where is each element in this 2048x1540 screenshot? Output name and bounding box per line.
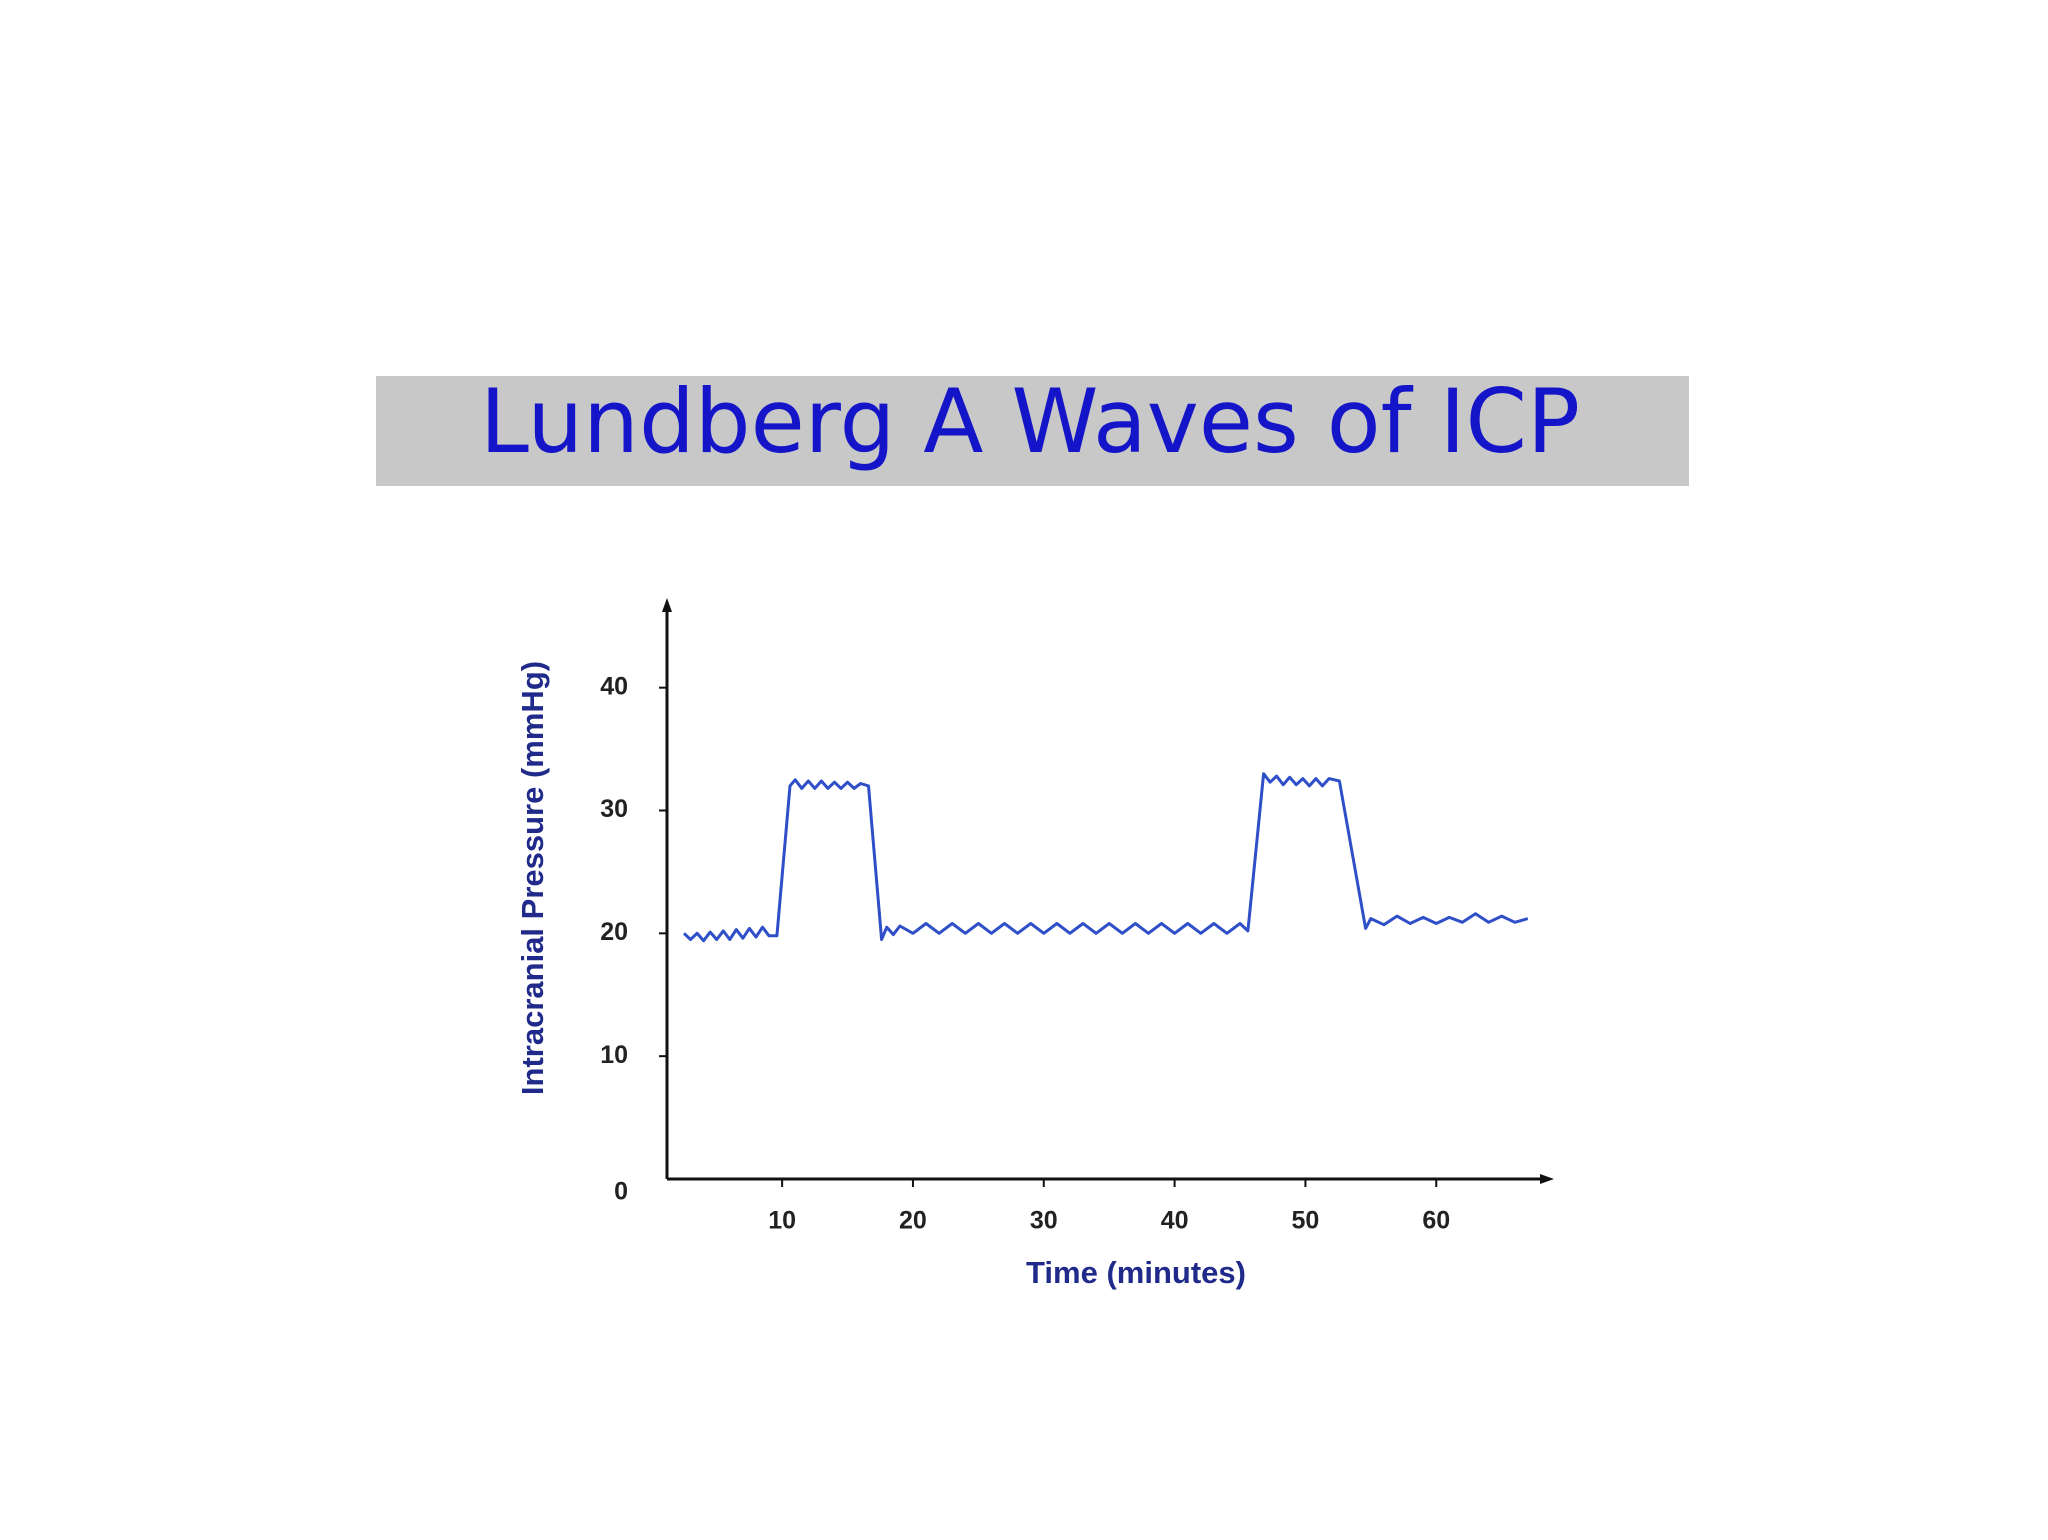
data-line (682, 772, 1529, 943)
x-axis-arrow (1540, 1174, 1554, 1184)
y-tick-label: 40 (600, 672, 628, 700)
y-tick-label: 30 (600, 795, 628, 823)
y-axis-arrow (662, 598, 672, 612)
title-banner (376, 376, 1689, 486)
x-tick-label: 20 (899, 1207, 927, 1235)
y-tick-label: 20 (600, 918, 628, 946)
x-tick-label: 50 (1292, 1207, 1320, 1235)
y-tick-label: 0 (614, 1178, 628, 1206)
y-axis-label: Intracranial Pressure (mmHg) (515, 661, 550, 1095)
x-tick-label: 10 (768, 1207, 796, 1235)
x-axis-label: Time (minutes) (1026, 1255, 1246, 1290)
x-tick-label: 40 (1161, 1207, 1189, 1235)
y-tick-label: 10 (600, 1041, 628, 1069)
x-tick-label: 60 (1422, 1207, 1450, 1235)
chart-title: Lundberg A Waves of ICP (480, 370, 1580, 473)
x-tick-label: 30 (1030, 1207, 1058, 1235)
